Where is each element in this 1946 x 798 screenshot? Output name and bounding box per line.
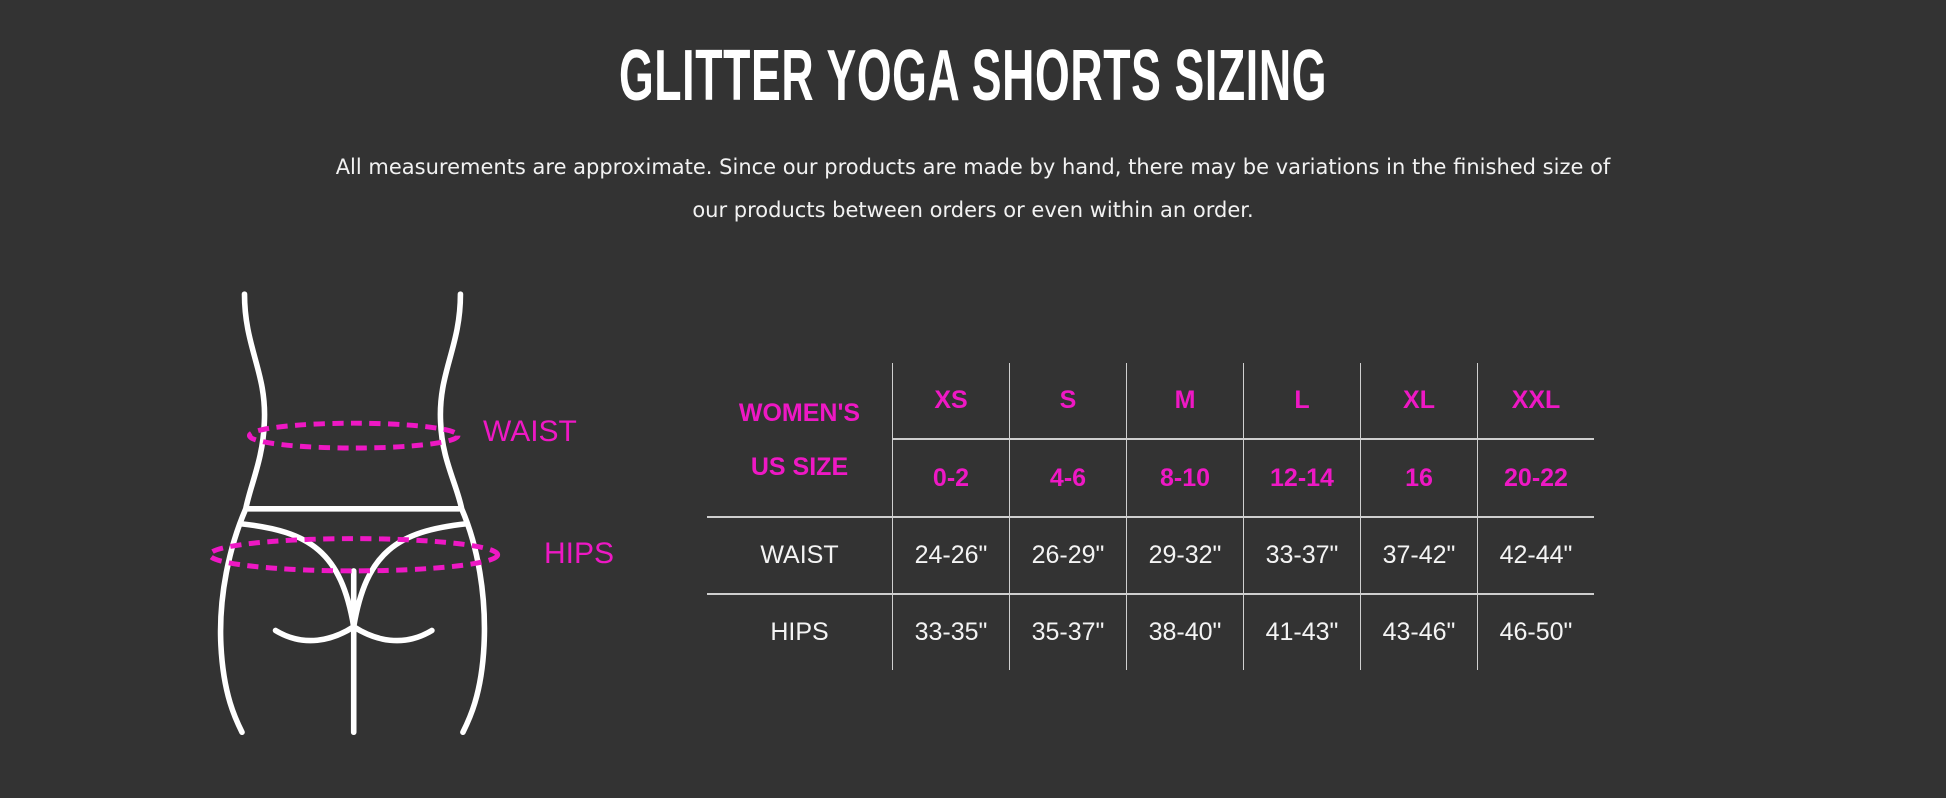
us-size: 12-14: [1243, 438, 1361, 517]
disclaimer: All measurements are approximate. Since …: [223, 146, 1723, 232]
us-size: 0-2: [892, 438, 1010, 517]
leg-opening-right: [350, 520, 470, 630]
us-size: 8-10: [1126, 438, 1244, 517]
size-header-row: WOMEN'S US SIZE XS S M L XL XXL: [707, 363, 1594, 481]
us-size: 4-6: [1009, 438, 1127, 517]
womens-us-size-header: WOMEN'S US SIZE: [707, 363, 893, 517]
cell: 29-32": [1126, 516, 1244, 594]
table-row-waist: WAIST 24-26" 26-29" 29-32" 33-37" 37-42"…: [707, 516, 1594, 594]
disclaimer-line-1: All measurements are approximate. Since …: [335, 155, 1611, 179]
cell: 42-44": [1477, 516, 1594, 594]
leg-opening-left: [237, 520, 357, 630]
body-outline-left: [217, 291, 268, 736]
size-l: L: [1243, 363, 1361, 439]
header-line-2: US SIZE: [750, 452, 849, 481]
cell: 33-37": [1243, 516, 1361, 594]
cell: 43-46": [1360, 593, 1478, 670]
cell: 35-37": [1009, 593, 1127, 670]
size-xl: XL: [1360, 363, 1478, 439]
us-size-row: 0-2 4-6 8-10 12-14 16 20-22: [707, 438, 1594, 517]
cell: 33-35": [892, 593, 1010, 670]
size-xs: XS: [892, 363, 1010, 439]
body-outline-right: [437, 291, 488, 736]
disclaimer-line-2: our products between orders or even with…: [692, 198, 1254, 222]
cell: 24-26": [892, 516, 1010, 594]
size-xxl: XXL: [1477, 363, 1594, 439]
us-size: 16: [1360, 438, 1478, 517]
cell: 38-40": [1126, 593, 1244, 670]
cell: 46-50": [1477, 593, 1594, 670]
hips-measure-line: [207, 536, 501, 574]
cell: 26-29": [1009, 516, 1127, 594]
hips-label: HIPS: [544, 537, 615, 570]
cell: 37-42": [1360, 516, 1478, 594]
size-s: S: [1009, 363, 1127, 439]
size-m: M: [1126, 363, 1244, 439]
buttock-curve: [272, 623, 435, 644]
waist-measure-line: [246, 420, 461, 451]
row-label: HIPS: [707, 593, 893, 670]
header-line-1: WOMEN'S: [738, 398, 861, 427]
us-size: 20-22: [1477, 438, 1594, 517]
row-label: WAIST: [707, 516, 893, 594]
waist-label: WAIST: [483, 415, 577, 448]
table-row-hips: HIPS 33-35" 35-37" 38-40" 41-43" 43-46" …: [707, 593, 1594, 670]
cell: 41-43": [1243, 593, 1361, 670]
size-chart-table: WOMEN'S US SIZE XS S M L XL XXL 0-2 4-6 …: [707, 363, 1594, 670]
page-title: GLITTER YOGA SHORTS SIZING: [618, 36, 1328, 116]
